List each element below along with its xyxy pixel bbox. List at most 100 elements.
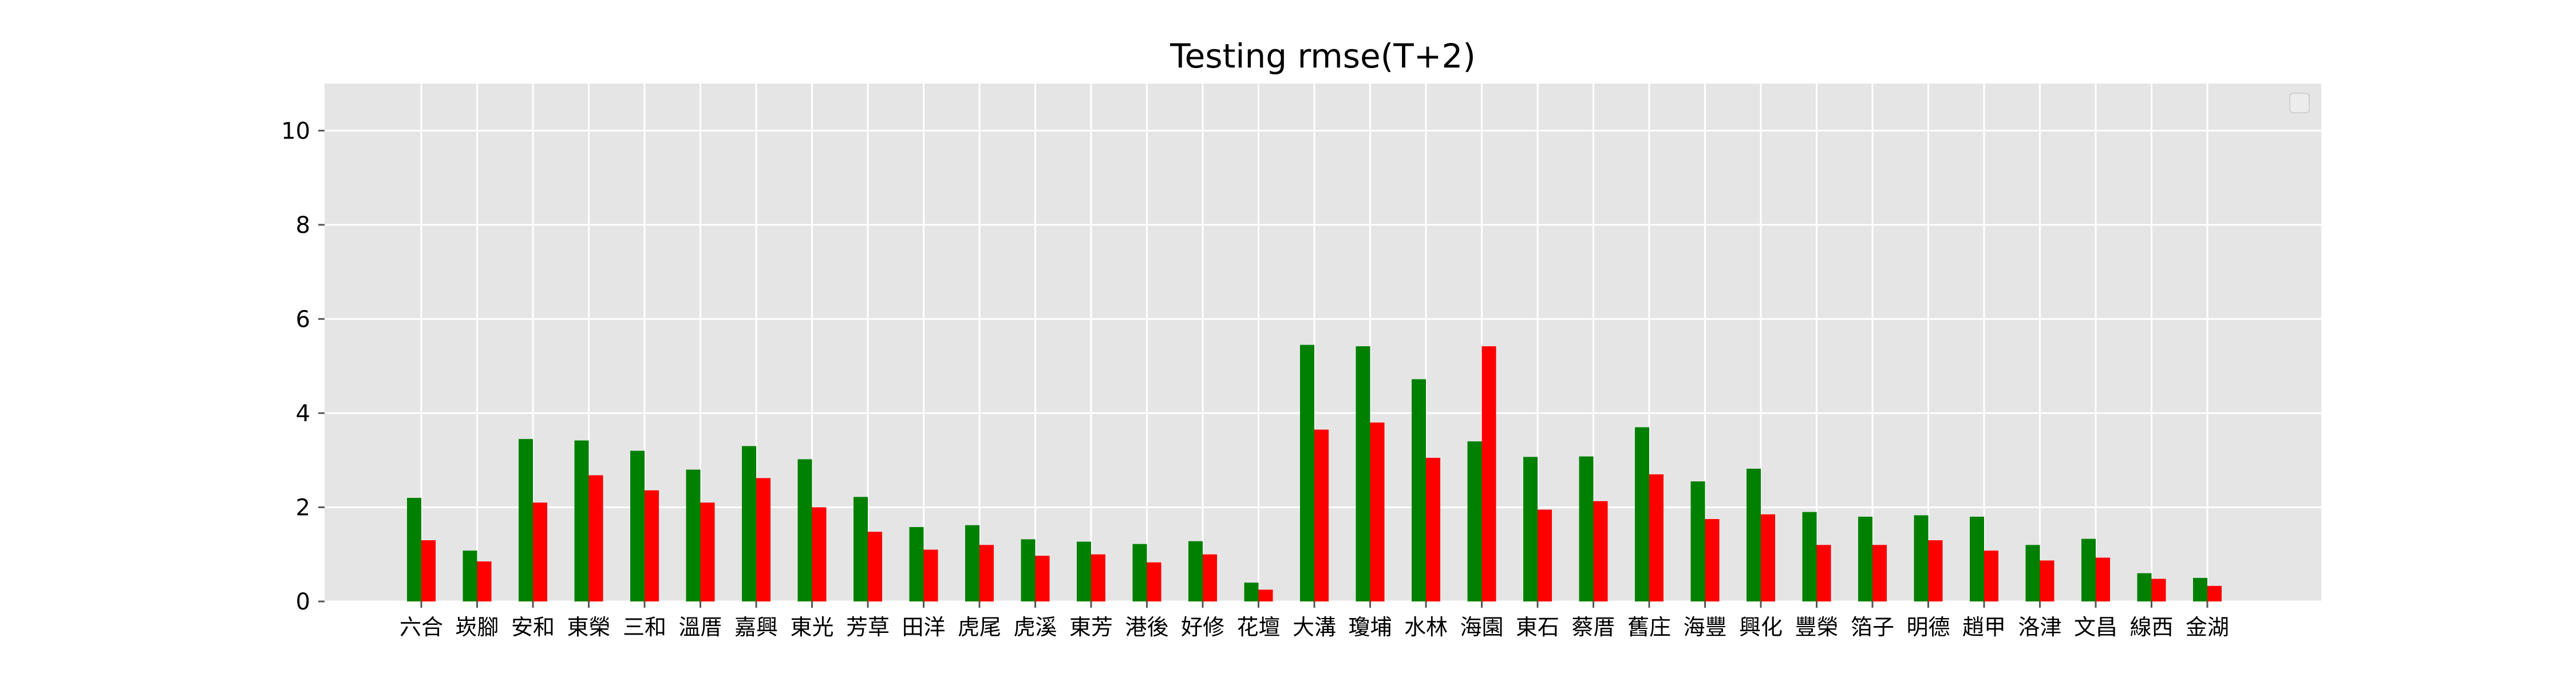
bar-series-2 — [1426, 458, 1440, 601]
bar-series-1 — [1858, 516, 1872, 601]
bar-series-2 — [923, 549, 938, 601]
bar-series-1 — [1970, 516, 1984, 601]
bars — [407, 344, 2222, 601]
x-tick-label: 溫厝 — [678, 615, 722, 640]
x-tick-label: 豐榮 — [1795, 615, 1838, 640]
x-axis: 六合 崁腳 安和 東榮 三和 溫厝 嘉興 東光 芳草 田洋 虎尾 虎溪 東芳 港後 好修 花壇 大溝 瓊埔 水林 海園… — [400, 601, 2229, 640]
bar-series-1 — [797, 459, 812, 601]
x-tick-label: 舊庄 — [1627, 615, 1671, 640]
bar-series-2 — [1984, 551, 1998, 601]
bar-series-2 — [1147, 562, 1161, 601]
x-tick-label: 興化 — [1739, 615, 1783, 640]
x-tick-label: 安和 — [511, 615, 555, 640]
x-tick-label: 東榮 — [567, 615, 610, 640]
bar-series-2 — [2040, 560, 2055, 601]
bar-series-2 — [756, 478, 771, 601]
bar-series-2 — [1370, 422, 1385, 601]
x-tick-label: 六合 — [400, 615, 443, 640]
bar-series-2 — [645, 490, 659, 601]
x-tick-label: 洛津 — [2018, 615, 2061, 640]
bar-series-1 — [2137, 573, 2152, 601]
bar-series-1 — [1244, 583, 1259, 601]
bar-series-1 — [1690, 481, 1705, 601]
bar-series-2 — [1928, 540, 1943, 601]
x-tick-label: 花壇 — [1236, 615, 1280, 640]
bar-series-2 — [477, 561, 492, 601]
y-tick-label: 10 — [281, 118, 310, 144]
bar-series-2 — [2207, 585, 2222, 601]
x-tick-label: 東芳 — [1069, 615, 1113, 640]
bar-series-2 — [1314, 429, 1329, 601]
x-tick-label: 箔子 — [1851, 615, 1894, 640]
x-tick-label: 嘉興 — [734, 615, 778, 640]
x-tick-label: 三和 — [623, 615, 666, 640]
bar-series-1 — [1300, 344, 1314, 601]
bar-series-2 — [588, 475, 603, 601]
x-tick-label: 田洋 — [902, 615, 945, 640]
bar-series-1 — [1188, 541, 1203, 601]
bar-series-2 — [1705, 519, 1720, 601]
x-tick-label: 東光 — [790, 615, 833, 640]
bar-series-1 — [574, 440, 589, 601]
bar-series-1 — [686, 469, 701, 601]
bar-series-1 — [1523, 457, 1538, 601]
x-tick-label: 好修 — [1181, 615, 1224, 640]
bar-series-2 — [533, 502, 547, 601]
x-tick-label: 虎尾 — [958, 615, 1001, 640]
x-tick-label: 明德 — [1906, 615, 1950, 640]
x-tick-label: 水林 — [1404, 615, 1448, 640]
bar-series-1 — [2081, 538, 2096, 601]
bar-series-1 — [1021, 539, 1036, 601]
x-tick-label: 文昌 — [2074, 615, 2117, 640]
bar-series-1 — [1579, 456, 1594, 601]
bar-series-2 — [421, 540, 436, 601]
chart-title: Testing rmse(T+2) — [1170, 37, 1476, 76]
x-tick-label: 蔡厝 — [1571, 615, 1615, 640]
bar-series-1 — [909, 527, 924, 601]
bar-series-2 — [1258, 589, 1273, 601]
bar-series-2 — [1816, 545, 1831, 601]
bar-series-1 — [1467, 441, 1482, 601]
bar-series-1 — [1914, 515, 1929, 601]
bar-series-2 — [1593, 501, 1608, 601]
x-tick-label: 崁腳 — [455, 615, 499, 640]
x-tick-label: 金湖 — [2186, 615, 2229, 640]
bar-series-1 — [630, 450, 645, 601]
y-tick-label: 8 — [296, 212, 310, 239]
bar-series-2 — [700, 502, 715, 601]
bar-series-2 — [1872, 545, 1887, 601]
bar-series-2 — [1649, 474, 1664, 601]
bar-series-2 — [1481, 346, 1496, 601]
bar-series-1 — [2025, 545, 2040, 601]
x-tick-label: 海園 — [1460, 615, 1503, 640]
x-tick-label: 海豐 — [1683, 615, 1726, 640]
bar-series-1 — [1635, 427, 1649, 601]
bar-series-1 — [965, 525, 979, 601]
y-tick-label: 4 — [296, 401, 310, 427]
bar-series-1 — [519, 439, 533, 601]
bar-series-2 — [979, 545, 994, 601]
y-axis: 0 2 4 6 8 10 — [281, 118, 325, 615]
y-tick-label: 2 — [296, 494, 310, 521]
bar-series-1 — [1356, 346, 1370, 601]
bar-series-2 — [868, 532, 882, 601]
bar-series-1 — [742, 446, 756, 601]
bar-series-2 — [2096, 557, 2110, 601]
bar-series-2 — [1538, 509, 1552, 601]
bar-series-2 — [1203, 554, 1217, 601]
x-tick-label: 瓊埔 — [1348, 615, 1392, 640]
y-tick-label: 0 — [296, 589, 310, 615]
legend-box — [2289, 93, 2310, 113]
bar-series-1 — [463, 551, 477, 601]
y-tick-label: 6 — [296, 306, 310, 332]
bar-series-2 — [1761, 514, 1775, 601]
bar-series-1 — [854, 497, 868, 601]
x-tick-label: 虎溪 — [1013, 615, 1057, 640]
bar-series-2 — [2151, 579, 2166, 601]
x-tick-label: 大溝 — [1293, 615, 1336, 640]
bar-series-1 — [1077, 541, 1091, 601]
bar-series-1 — [1802, 512, 1817, 601]
bar-series-1 — [1412, 379, 1426, 601]
